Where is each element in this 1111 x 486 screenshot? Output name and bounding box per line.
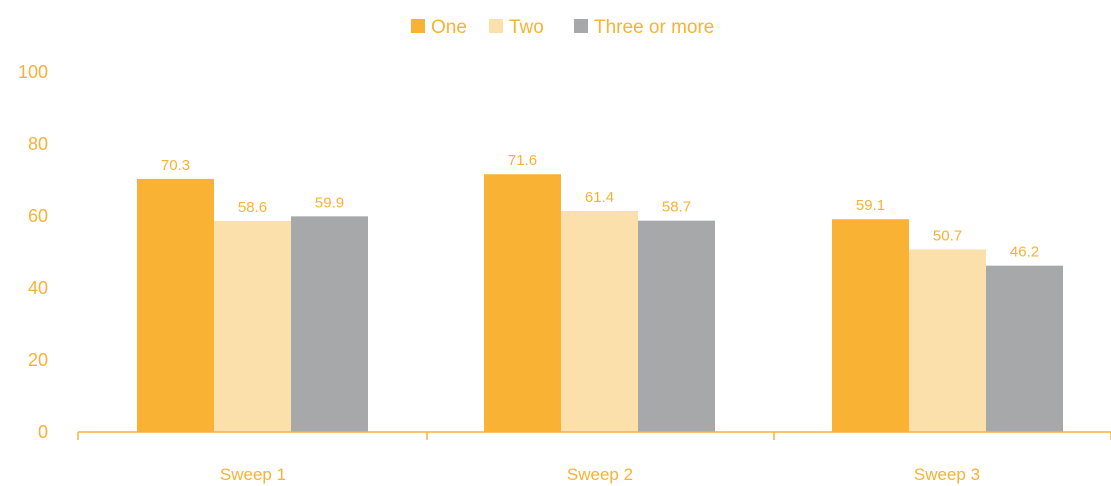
legend-swatch [489,19,503,33]
data-label: 58.6 [238,199,267,216]
y-tick-label: 20 [28,350,48,370]
y-tick-label: 100 [18,62,48,82]
data-label: 59.9 [315,194,344,211]
y-tick-label: 60 [28,206,48,226]
bar [986,265,1063,432]
legend-swatch [574,19,588,33]
bar [561,210,638,432]
legend-label: Two [509,17,544,38]
x-tick-label: Sweep 3 [914,465,980,484]
legend: One Two Three or more [411,17,714,38]
data-label: 58.7 [662,199,691,216]
bar [137,178,214,432]
legend-item: One [411,17,467,38]
data-label: 46.2 [1010,244,1039,261]
data-label: 70.3 [161,157,190,174]
bar [832,219,909,432]
data-label: 61.4 [585,189,614,206]
legend-label: One [431,17,467,38]
y-tick-label: 0 [38,422,48,442]
data-label: 50.7 [933,227,962,244]
x-axis: Sweep 1 Sweep 2 Sweep 3 [77,431,1111,484]
y-tick-label: 40 [28,278,48,298]
legend-swatch [411,19,425,33]
legend-item: Three or more [574,17,714,38]
bar [484,174,561,433]
data-label: 59.1 [856,197,885,214]
bar [909,249,986,432]
x-tick-label: Sweep 2 [567,465,633,484]
y-tick-label: 80 [28,134,48,154]
legend-item: Two [489,17,544,38]
bars: 70.3 58.6 59.9 71.6 61.4 58.7 59.1 50.7 46.2 [137,152,1063,433]
y-axis: 0 20 40 60 80 100 [18,62,48,442]
legend-label: Three or more [594,17,714,38]
bar [638,220,715,432]
bar [214,221,291,432]
data-label: 71.6 [508,152,537,169]
bar [291,216,368,432]
x-tick-label: Sweep 1 [220,465,286,484]
